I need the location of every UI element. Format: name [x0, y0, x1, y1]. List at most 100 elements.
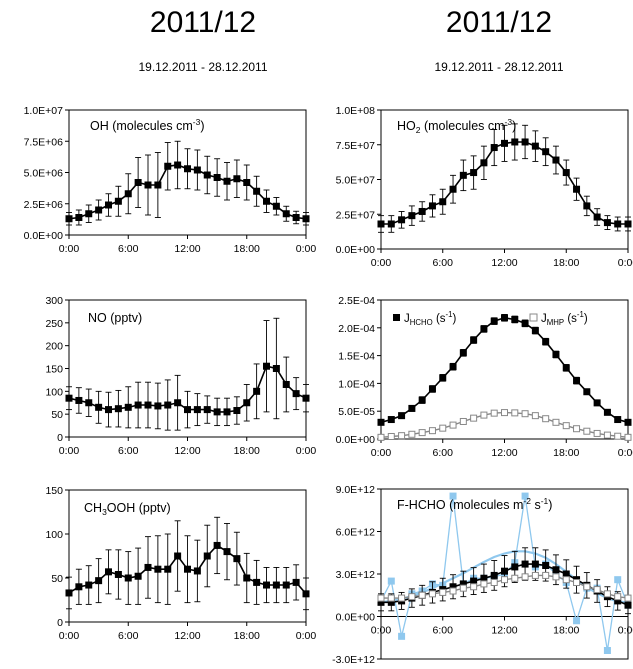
data-point: [114, 197, 122, 205]
data-point: [449, 587, 457, 595]
data-point: [593, 213, 601, 221]
data-point: [418, 429, 426, 437]
series-j-hcho: [377, 314, 632, 426]
y-tick-label: 2.5E+06: [24, 199, 64, 211]
data-point: [552, 350, 560, 358]
data-point: [531, 327, 539, 335]
data-point: [263, 197, 270, 205]
data-point: [603, 408, 611, 416]
y-tick-label: 2.5E-04: [338, 295, 375, 307]
y-tick-label: 6.0E+12: [336, 527, 376, 539]
panel-label: HO2​ (molecules cm-3​): [397, 117, 516, 135]
data-point: [542, 562, 550, 569]
data-point: [272, 581, 280, 589]
data-point: [552, 418, 560, 426]
data-point: [562, 169, 570, 177]
data-point: [408, 404, 416, 412]
y-tick-label: 2.0E-04: [338, 323, 375, 335]
x-tick-label: 6:00: [433, 625, 454, 637]
label-text: (s: [433, 313, 446, 325]
x-tick-label: 18:00: [553, 447, 579, 459]
y-tick-label: 0: [57, 432, 63, 444]
data-point: [521, 410, 529, 418]
data-point: [203, 552, 211, 560]
data-point: [470, 336, 478, 344]
panel-label: OH (molecules cm-3​): [90, 117, 205, 133]
data-point: [95, 206, 103, 214]
data-point: [184, 165, 191, 173]
data-point: [223, 408, 231, 416]
label-text: s: [531, 498, 541, 512]
x-tick-label: 18:00: [553, 257, 579, 269]
data-point: [203, 171, 211, 179]
x-tick-label: 6:00: [433, 447, 454, 459]
label-text: HO: [397, 119, 416, 133]
x-tick-label: 0:00: [371, 625, 392, 637]
data-point: [624, 220, 632, 228]
data-point: [449, 421, 457, 429]
series-oh: [65, 140, 310, 226]
data-point: [95, 403, 103, 411]
x-tick-label: 18:00: [234, 630, 260, 642]
data-point: [174, 399, 182, 407]
data-point: [480, 574, 488, 582]
data-point: [105, 568, 112, 576]
data-point: [603, 219, 611, 227]
data-point: [501, 576, 508, 584]
data-point: [154, 402, 162, 410]
data-point: [480, 411, 488, 419]
data-point: [387, 416, 395, 424]
data-point: [428, 590, 436, 598]
x-tick-label: 0:00: [59, 243, 80, 255]
chart-j: 0.0E+00 5.0E-05 1.0E-04 1.5E-04 2.0E-04 2.5E-…: [336, 295, 633, 459]
data-point: [511, 574, 519, 582]
data-point: [203, 406, 211, 414]
data-point: [418, 591, 426, 599]
data-point: [223, 177, 231, 185]
data-point: [184, 406, 191, 414]
data-point: [193, 406, 201, 414]
data-point: [105, 201, 112, 209]
data-point: [233, 175, 241, 183]
label-text: NO (pptv): [88, 311, 142, 325]
chart-ch3ooh: 0 50 100 150 0:00 6:00 12:00 18:00 0:00 CH3​OOH (…: [45, 485, 316, 642]
y-tick-label: 5.0E-05: [338, 406, 375, 418]
x-tick-label: 12:00: [491, 257, 517, 269]
data-point: [65, 394, 73, 402]
y-tick-label: 150: [45, 364, 63, 376]
data-point: [449, 492, 457, 500]
data-point: [144, 401, 152, 409]
data-point: [144, 563, 152, 571]
data-point: [562, 570, 570, 578]
data-point: [418, 396, 426, 404]
chart-fhcho: -3.0E+12 0.0E+00 3.0E+12 6.0E+12 9.0E+12 0:00…: [332, 484, 633, 666]
data-point: [593, 399, 601, 407]
data-point: [583, 583, 591, 591]
y-tick-label: 5.0E+07: [336, 175, 376, 187]
data-point: [501, 139, 508, 147]
data-point: [521, 560, 529, 568]
data-point: [164, 565, 172, 573]
x-tick-label: 12:00: [491, 447, 517, 459]
data-point: [573, 579, 581, 586]
x-tick-label: 12:00: [491, 625, 517, 637]
data-point: [542, 148, 550, 156]
data-point: [292, 578, 300, 586]
label-superscript: -1: [446, 310, 453, 319]
data-point: [213, 408, 221, 416]
data-point: [75, 583, 83, 591]
label-text: OH (molecules cm: [90, 119, 193, 133]
data-point: [377, 418, 385, 426]
data-point: [439, 588, 447, 596]
x-tick-label: 0:00: [371, 257, 392, 269]
data-point: [164, 401, 172, 409]
y-tick-label: 9.0E+12: [336, 484, 376, 496]
data-point: [531, 142, 539, 150]
data-point: [124, 190, 132, 198]
label-text: ): [453, 313, 457, 325]
x-tick-label: 0:00: [618, 447, 633, 459]
series-line: [380, 411, 629, 438]
data-point: [521, 138, 529, 146]
data-point: [490, 579, 498, 586]
